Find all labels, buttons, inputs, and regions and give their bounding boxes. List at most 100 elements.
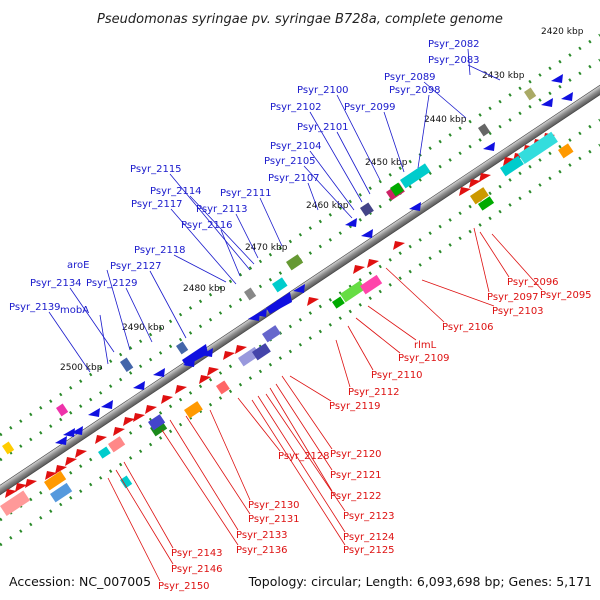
- leader-line: [48, 311, 91, 373]
- leader-line: [185, 415, 251, 515]
- gene-label: Psyr_2095: [540, 290, 592, 301]
- guide-track-lower-outer: [0, 143, 600, 547]
- feature-box: [216, 380, 230, 395]
- gene-arrow: [101, 400, 113, 409]
- leader-line: [281, 375, 333, 450]
- gene-label: Psyr_2121: [330, 470, 382, 481]
- leader-line: [473, 227, 490, 293]
- scale-label: 2470 kbp: [245, 243, 288, 253]
- gene-label: Psyr_2150: [158, 581, 210, 592]
- leader-line: [421, 279, 495, 307]
- gene-label: Psyr_2102: [270, 102, 322, 113]
- gene-label: Psyr_2112: [348, 387, 400, 398]
- feature-box: [176, 341, 189, 355]
- gene-label: Psyr_2104: [270, 141, 322, 152]
- feature-box: [56, 403, 69, 417]
- upper-strand-features: [55, 74, 573, 445]
- gene-arrow: [551, 74, 563, 83]
- gene-label: Psyr_2100: [297, 85, 349, 96]
- gene-label: Psyr_2106: [442, 322, 494, 333]
- feature-box: [243, 287, 257, 301]
- gene-arrow: [361, 229, 373, 238]
- feature-box: [184, 401, 203, 419]
- gene-label: Psyr_2124: [343, 532, 395, 543]
- feature-box: [120, 357, 134, 372]
- genome-stats-text: Topology: circular; Length: 6,093,698 bp…: [248, 574, 592, 589]
- scale-label: 2460 kbp: [306, 201, 349, 211]
- gene-label: Psyr_2118: [134, 245, 186, 256]
- leader-line: [289, 375, 332, 402]
- scale-label: 2450 kbp: [365, 158, 408, 168]
- gene-arrow: [469, 179, 481, 188]
- scale-label: 2500 kbp: [60, 363, 103, 373]
- gene-arrow: [307, 297, 319, 306]
- leader-line: [259, 197, 283, 247]
- leader-line: [275, 383, 333, 471]
- gene-label: Psyr_2134: [30, 278, 82, 289]
- gene-arrow: [266, 292, 292, 314]
- gene-arrow: [409, 202, 421, 211]
- feature-box: [2, 441, 15, 455]
- gene-label: Psyr_2082: [428, 39, 480, 50]
- leader-line: [189, 195, 255, 265]
- leader-line: [347, 325, 374, 371]
- gene-arrow: [63, 428, 75, 437]
- gene-label: Psyr_2083: [428, 55, 480, 66]
- gene-arrow: [182, 344, 208, 366]
- feature-box: [107, 436, 126, 453]
- leader-line: [335, 339, 351, 388]
- feature-box: [0, 490, 30, 516]
- gene-label: Psyr_2113: [196, 204, 248, 215]
- gene-label: Psyr_2128: [278, 451, 330, 462]
- gene-arrow: [153, 368, 165, 377]
- gene-label: Psyr_2115: [130, 164, 182, 175]
- leader-line: [265, 393, 346, 512]
- gene-arrow: [95, 435, 107, 444]
- feature-box: [478, 123, 491, 137]
- gene-label: Psyr_2146: [171, 564, 223, 575]
- scale-labels: 2420 kbp 2430 kbp 2440 kbp 2450 kbp 2460 kbp…: [60, 27, 584, 373]
- leader-line: [385, 267, 445, 323]
- gene-arrow: [199, 375, 211, 384]
- gene-label: Psyr_2139: [9, 302, 61, 313]
- leader-line: [169, 419, 239, 531]
- gene-arrow: [293, 284, 305, 293]
- feature-boxes: [0, 87, 574, 516]
- leader-line: [106, 269, 131, 351]
- gene-arrow: [45, 471, 57, 480]
- gene-arrow: [541, 98, 553, 107]
- gene-arrow: [75, 449, 87, 458]
- feature-box: [332, 296, 345, 309]
- gene-arrow: [113, 427, 125, 436]
- scale-label: 2420 kbp: [541, 27, 584, 37]
- map-title: Pseudomonas syringae pv. syringae B728a,…: [97, 12, 503, 27]
- leader-line: [251, 399, 346, 546]
- gene-arrow: [133, 381, 145, 390]
- gene-arrow: [71, 426, 83, 435]
- leader-line: [423, 81, 467, 119]
- gene-label: Psyr_2107: [268, 173, 320, 184]
- gene-arrow: [123, 417, 135, 426]
- feature-box: [120, 475, 133, 489]
- leader-line: [115, 469, 174, 565]
- feature-box: [360, 274, 383, 295]
- gene-arrow: [479, 173, 491, 182]
- feature-box: [478, 196, 495, 211]
- leader-line: [69, 287, 115, 353]
- leader-line: [479, 231, 510, 278]
- feature-box: [98, 446, 111, 459]
- gene-label: aroE: [67, 260, 89, 271]
- leader-line: [220, 229, 241, 277]
- leader-line: [107, 477, 161, 582]
- gene-arrow: [25, 479, 37, 488]
- leader-line: [209, 409, 251, 501]
- feature-box: [340, 280, 366, 303]
- leader-line: [235, 213, 259, 259]
- gene-arrow: [459, 187, 471, 196]
- gene-arrow: [65, 457, 77, 466]
- gene-arrow: [133, 413, 145, 422]
- feature-box: [360, 202, 374, 217]
- gene-arrow: [235, 345, 247, 354]
- leader-line: [355, 317, 401, 354]
- gene-label: Psyr_2136: [236, 545, 288, 556]
